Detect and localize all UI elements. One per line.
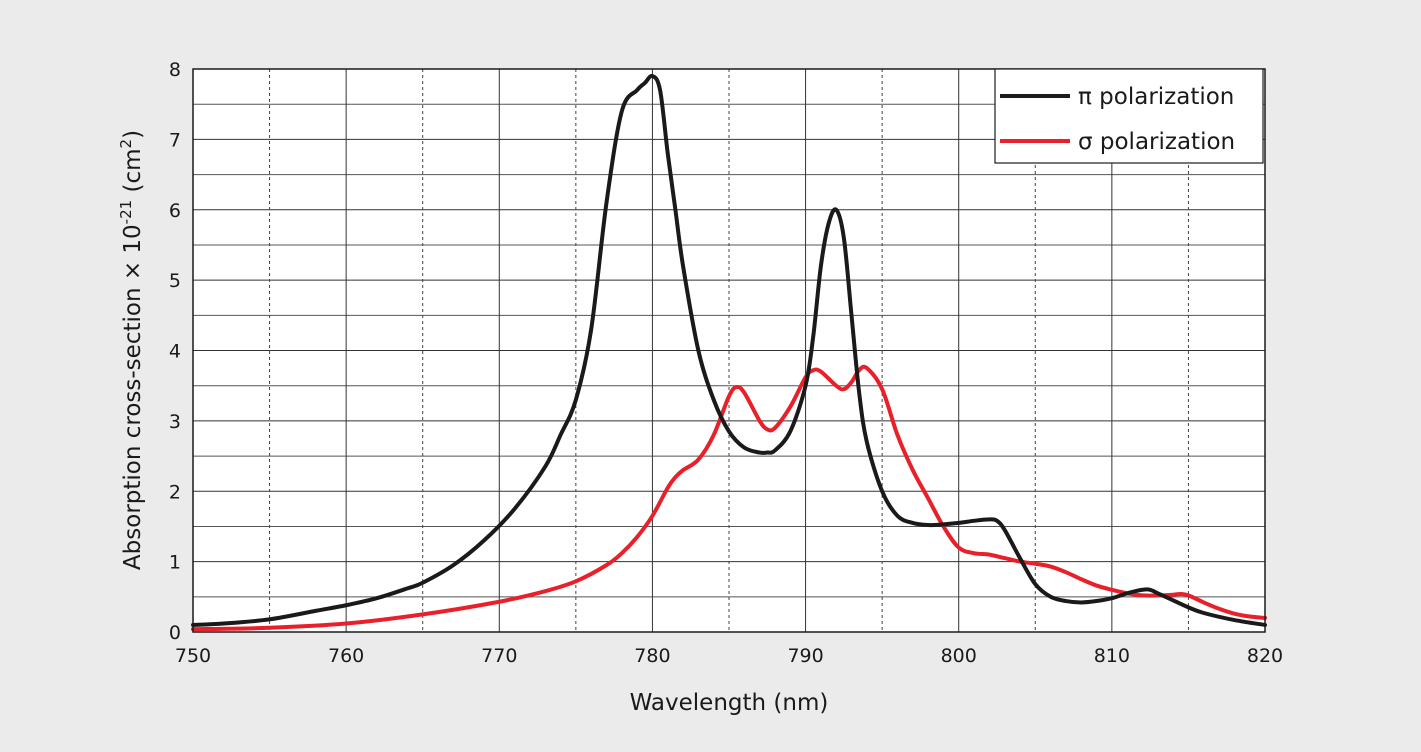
y-axis-title-unit-close: ) — [120, 130, 146, 139]
x-axis-title: Wavelength (nm) — [630, 690, 829, 716]
y-axis-title-exponent: -21 — [117, 200, 135, 225]
y-tick-label: 2 — [169, 481, 181, 503]
x-tick-label: 790 — [787, 645, 823, 667]
legend-label-pi: π polarization — [1078, 84, 1234, 110]
x-tick-label: 800 — [941, 645, 977, 667]
series-line-sigma — [191, 364, 1267, 632]
legend: π polarization σ polarization — [994, 68, 1264, 164]
series-line-pi — [191, 73, 1267, 627]
y-tick-label: 0 — [169, 622, 181, 644]
y-tick-label: 5 — [169, 270, 181, 292]
x-tick-label: 810 — [1094, 645, 1130, 667]
y-tick-label: 3 — [169, 411, 181, 433]
tick-labels: 750 760 770 780 790 800 810 820 0 1 2 3 4 5 6 7 8 — [169, 59, 1283, 667]
y-tick-label: 7 — [169, 129, 181, 151]
x-tick-label: 820 — [1247, 645, 1283, 667]
legend-label-sigma: σ polarization — [1078, 129, 1235, 155]
plot-frame — [192, 68, 1266, 633]
x-tick-label: 780 — [634, 645, 670, 667]
legend-box — [994, 68, 1264, 164]
y-tick-label: 4 — [169, 341, 181, 363]
y-axis-title-unit-exponent: 2 — [117, 139, 135, 149]
y-axis-title-unit: (cm — [120, 148, 146, 199]
y-tick-label: 6 — [169, 200, 181, 222]
y-axis-title: Absorption cross-section × 10-21 (cm2) — [117, 130, 146, 570]
x-tick-label: 760 — [328, 645, 364, 667]
y-tick-label: 1 — [169, 552, 181, 574]
x-tick-label: 750 — [175, 645, 211, 667]
curves — [191, 73, 1267, 632]
y-axis-title-prefix: Absorption cross-section × 10 — [120, 224, 146, 570]
y-tick-label: 8 — [169, 59, 181, 81]
x-tick-label: 770 — [481, 645, 517, 667]
